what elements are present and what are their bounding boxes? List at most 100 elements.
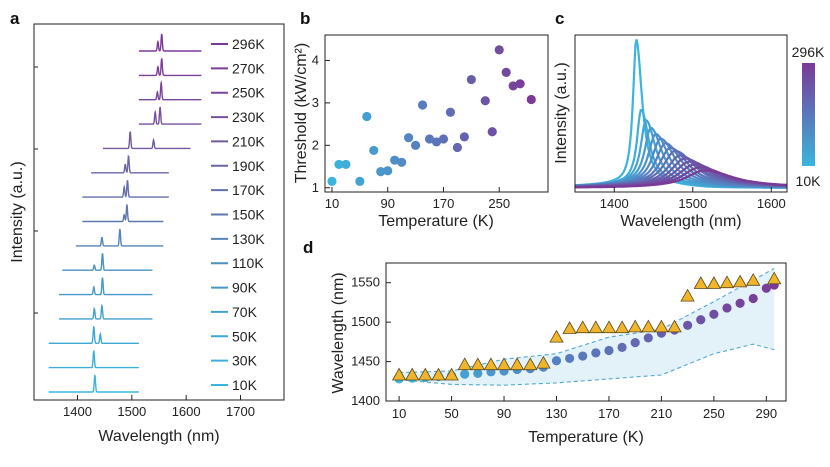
spectrum-150K (82, 205, 163, 222)
chart-b-xtick-label: 90 (380, 196, 394, 211)
wavelength-triangle-point (707, 277, 720, 289)
chart-b-frame (325, 35, 548, 192)
chart-c: 1400 1500 1600 Wavelength (nm) Intensity (… (553, 35, 825, 230)
wavelength-circle-point (709, 310, 718, 319)
chart-b-ytick-label: 2 (312, 137, 319, 152)
chart-b-ytick-label: 4 (312, 52, 319, 67)
spectrum-190K (91, 156, 169, 173)
spectrum-50K (49, 326, 139, 343)
chart-c-ylabel: Intensity (a.u.) (553, 62, 570, 163)
threshold-point (327, 177, 336, 186)
chart-d-ytick-label: 1550 (351, 275, 380, 290)
legend-label-210K: 210K (232, 133, 265, 149)
legend-label-170K: 170K (232, 182, 265, 198)
legend-label-110K: 110K (232, 255, 264, 271)
wavelength-triangle-point (734, 275, 747, 287)
chart-c-xticks: 1400 1500 1600 (600, 187, 786, 211)
legend-label-10K: 10K (232, 377, 258, 393)
threshold-point (383, 166, 392, 175)
chart-b-points (327, 45, 536, 186)
legend-label-50K: 50K (232, 328, 258, 344)
spectrum-110K (62, 253, 152, 270)
wavelength-triangle-point (655, 320, 668, 332)
spectrum-170K (82, 180, 168, 197)
chart-d-ytick-label: 1450 (351, 354, 380, 369)
chart-c-xtick-label: 1600 (757, 196, 786, 211)
chart-b-ytick-label: 3 (312, 95, 319, 110)
chart-d-xtick-label: 90 (497, 406, 511, 421)
wavelength-circle-point (460, 370, 469, 379)
panel-label-a: a (10, 9, 20, 28)
wavelength-circle-point (565, 354, 574, 363)
spectrum-250K (139, 83, 202, 100)
threshold-point (516, 79, 525, 88)
overlay-spectrum (575, 128, 787, 187)
wavelength-circle-point (749, 294, 758, 303)
wavelength-triangle-point (550, 331, 563, 343)
wavelength-triangle-point (563, 322, 576, 334)
panel-label-d: d (303, 238, 313, 257)
legend-label-130K: 130K (232, 231, 265, 247)
chart-c-xtick-label: 1400 (600, 196, 629, 211)
wavelength-triangle-point (694, 277, 707, 289)
chart-d: 10 50 90 130 170 210 250 2901400145015001550 Te… (330, 263, 786, 446)
wavelength-circle-point (552, 356, 561, 365)
chart-d-xlabel: Temperature (K) (528, 429, 644, 446)
threshold-point (502, 68, 511, 77)
wavelength-circle-point (683, 321, 692, 330)
chart-c-xtick-label: 1500 (678, 196, 707, 211)
panel-label-b: b (300, 9, 310, 28)
wavelength-triangle-point (576, 321, 589, 333)
wavelength-triangle-point (681, 290, 694, 302)
threshold-point (446, 108, 455, 117)
wavelength-circle-point (591, 348, 600, 357)
chart-a-xtick-label: 1600 (172, 404, 201, 419)
legend-label-70K: 70K (232, 304, 258, 320)
legend-label-190K: 190K (232, 158, 265, 174)
figure-canvas: a b c d 1400 1500 1600 1700 Wavelength (nm)… (0, 0, 830, 467)
chart-c-spectra (575, 39, 787, 187)
legend-label-230K: 230K (232, 109, 265, 125)
threshold-point (495, 45, 504, 54)
threshold-point (460, 132, 469, 141)
chart-d-xtick-label: 170 (598, 406, 620, 421)
wavelength-triangle-point (629, 320, 642, 332)
chart-b-ylabel: Threshold (kW/cm²) (293, 43, 310, 183)
chart-a-xtick-label: 1700 (226, 404, 255, 419)
threshold-point (453, 143, 462, 152)
chart-a-xticks: 1400 1500 1600 1700 (34, 67, 255, 419)
chart-c-colorbar-top-label: 296K (792, 44, 825, 60)
chart-a-xtick-label: 1400 (63, 404, 92, 419)
chart-b-ticks: 10 90 170 250 1 2 3 4 (312, 52, 510, 211)
threshold-point (411, 141, 420, 150)
spectrum-270K (139, 58, 202, 75)
wavelength-triangle-point (721, 276, 734, 288)
threshold-point (369, 146, 378, 155)
wavelength-triangle-point (458, 358, 471, 370)
panel-label-c: c (555, 9, 564, 28)
wavelength-circle-point (604, 346, 613, 355)
chart-b-xtick-label: 10 (325, 196, 339, 211)
chart-d-xtick-label: 210 (651, 406, 673, 421)
legend-label-30K: 30K (232, 353, 258, 369)
chart-d-xtick-label: 130 (546, 406, 568, 421)
threshold-point (341, 160, 350, 169)
chart-b: 10 90 170 2501234 Temperature (K) Threshold… (293, 35, 548, 230)
wavelength-circle-point (722, 303, 731, 312)
chart-d-ylabel: Wavelength (nm) (330, 272, 347, 393)
threshold-point (481, 96, 490, 105)
spectrum-30K (49, 351, 139, 368)
wavelength-circle-point (631, 338, 640, 347)
threshold-point (404, 133, 413, 142)
chart-a-ylabel: Intensity (a.u.) (9, 161, 26, 262)
chart-a-legend: 296K270K250K230K210K190K170K150K130K110K… (211, 36, 265, 393)
legend-label-90K: 90K (232, 280, 258, 296)
chart-a: 1400 1500 1600 1700 Wavelength (nm) Intensi… (9, 24, 284, 445)
spectrum-230K (139, 107, 202, 124)
chart-d-xtick-label: 250 (703, 406, 725, 421)
legend-label-150K: 150K (232, 207, 265, 223)
wavelength-triangle-point (616, 321, 629, 333)
chart-a-xlabel: Wavelength (nm) (98, 428, 219, 445)
spectrum-130K (76, 229, 164, 246)
wavelength-triangle-point (589, 321, 602, 333)
